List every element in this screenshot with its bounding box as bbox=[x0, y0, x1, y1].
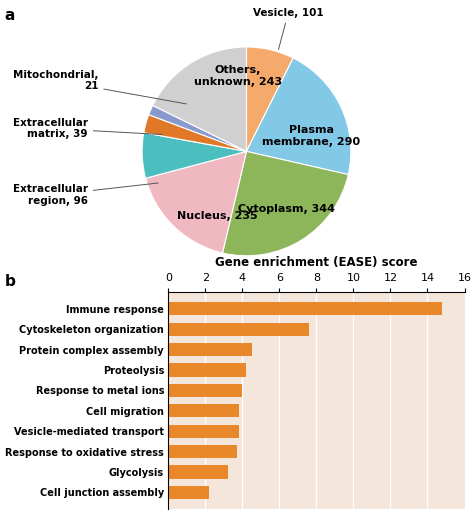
Text: b: b bbox=[5, 274, 16, 289]
Text: Mitochondrial,
21: Mitochondrial, 21 bbox=[13, 69, 186, 104]
Bar bbox=[168, 424, 238, 438]
Bar bbox=[168, 363, 246, 377]
Wedge shape bbox=[149, 105, 246, 151]
Bar bbox=[168, 445, 237, 458]
Bar bbox=[168, 323, 309, 336]
Text: Plasma
membrane, 290: Plasma membrane, 290 bbox=[262, 125, 360, 147]
Bar bbox=[168, 486, 209, 499]
Text: Others,
unknown, 243: Others, unknown, 243 bbox=[194, 65, 282, 87]
Wedge shape bbox=[144, 115, 246, 151]
Bar bbox=[168, 404, 238, 418]
Wedge shape bbox=[246, 47, 293, 151]
X-axis label: Gene enrichment (EASE) score: Gene enrichment (EASE) score bbox=[215, 256, 418, 269]
Text: Nucleus, 235: Nucleus, 235 bbox=[177, 211, 257, 221]
Text: Extracellular
region, 96: Extracellular region, 96 bbox=[13, 183, 158, 206]
Wedge shape bbox=[246, 58, 351, 174]
Text: Cytoplasm, 344: Cytoplasm, 344 bbox=[237, 204, 335, 214]
Wedge shape bbox=[142, 133, 246, 179]
Bar bbox=[168, 466, 228, 479]
Bar bbox=[168, 343, 252, 356]
Wedge shape bbox=[153, 47, 246, 151]
Text: a: a bbox=[5, 8, 15, 23]
Bar bbox=[168, 302, 442, 315]
Wedge shape bbox=[146, 151, 246, 253]
Text: Vesicle, 101: Vesicle, 101 bbox=[253, 8, 324, 50]
Bar bbox=[168, 384, 242, 397]
Text: Extracellular
matrix, 39: Extracellular matrix, 39 bbox=[13, 117, 162, 139]
Wedge shape bbox=[222, 151, 348, 256]
